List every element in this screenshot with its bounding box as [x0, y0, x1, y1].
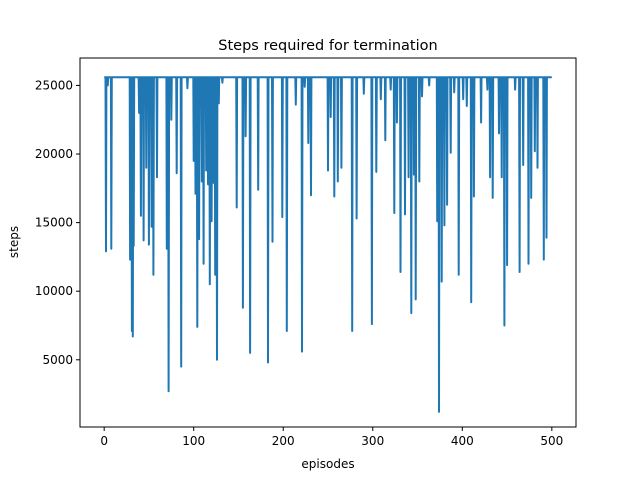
x-tick-label: 400 [451, 434, 474, 448]
y-axis-label: steps [7, 226, 21, 258]
plot-area [104, 76, 552, 413]
y-tick-label: 5000 [42, 353, 73, 367]
y-tick-label: 20000 [35, 147, 73, 161]
axes-frame [79, 57, 577, 428]
y-axis: 5000 10000 15000 20000 25000 [35, 78, 80, 367]
x-axis: 0 100 200 300 400 500 [100, 427, 563, 448]
x-tick-label: 0 [100, 434, 108, 448]
x-axis-label: episodes [301, 457, 354, 471]
y-tick-label: 25000 [35, 78, 73, 92]
x-tick-label: 100 [182, 434, 205, 448]
x-tick-label: 500 [540, 434, 563, 448]
series-line [104, 76, 552, 413]
x-tick-label: 200 [272, 434, 295, 448]
chart-title: Steps required for termination [218, 38, 437, 54]
y-tick-label: 15000 [35, 216, 73, 230]
x-tick-label: 300 [361, 434, 384, 448]
y-tick-label: 10000 [35, 284, 73, 298]
